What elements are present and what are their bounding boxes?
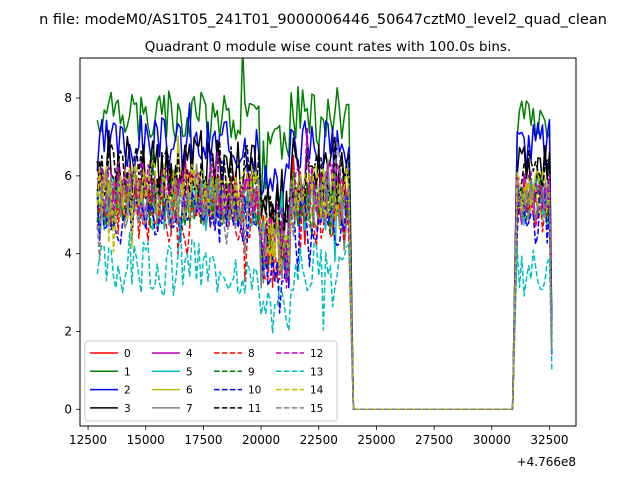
x-axis: 12500 15000 17500 20000 22500 25000 27500 30000… [69, 426, 569, 447]
series-line-12 [96, 127, 553, 411]
legend-label-6: 6 [186, 385, 193, 397]
legend-label-13: 13 [310, 366, 323, 378]
y-axis: 0 2 4 6 8 [64, 91, 80, 416]
x-tick-label: 20000 [242, 433, 280, 447]
series-line-1 [96, 58, 553, 411]
y-tick-label: 6 [64, 169, 72, 183]
x-tick-label: 17500 [184, 433, 222, 447]
series-line-2 [96, 102, 553, 411]
x-tick-label: 22500 [300, 433, 338, 447]
legend-label-3: 3 [124, 403, 131, 415]
plot-area [96, 58, 553, 411]
x-offset-label: +4.766e8 [517, 455, 576, 469]
axes-frame [79, 57, 577, 427]
legend-label-15: 15 [310, 403, 323, 415]
x-tick-label: 15000 [127, 433, 165, 447]
series-line-14 [96, 159, 553, 411]
legend-label-9: 9 [248, 366, 255, 378]
legend-label-0: 0 [124, 348, 131, 360]
legend-label-1: 1 [124, 366, 131, 378]
chart-title: Quadrant 0 module wise count rates with … [145, 39, 511, 55]
y-tick-label: 0 [64, 402, 72, 416]
legend-label-2: 2 [124, 385, 131, 397]
series-line-15 [96, 141, 553, 411]
legend-label-7: 7 [186, 403, 193, 415]
legend-label-5: 5 [186, 366, 193, 378]
legend-label-12: 12 [310, 348, 323, 360]
legend-label-14: 14 [310, 385, 324, 397]
legend-frame [84, 340, 338, 422]
legend-label-4: 4 [186, 348, 193, 360]
legend-label-10: 10 [248, 385, 261, 397]
x-tick-label: 25000 [357, 433, 395, 447]
y-tick-label: 4 [64, 247, 72, 261]
x-tick-label: 27500 [415, 433, 453, 447]
y-tick-label: 2 [64, 324, 72, 338]
x-tick-label: 30000 [473, 433, 511, 447]
y-tick-label: 8 [64, 91, 72, 105]
figure-suptitle: n file: modeM0/AS1T05_241T01_9000006446_… [39, 12, 607, 28]
x-tick-label: 32500 [530, 433, 568, 447]
legend-label-11: 11 [248, 403, 261, 415]
series-line-11 [96, 140, 553, 411]
series-line-13 [96, 219, 553, 411]
legend-label-8: 8 [248, 348, 255, 360]
x-tick-label: 12500 [69, 433, 107, 447]
series-line-10 [96, 160, 553, 411]
